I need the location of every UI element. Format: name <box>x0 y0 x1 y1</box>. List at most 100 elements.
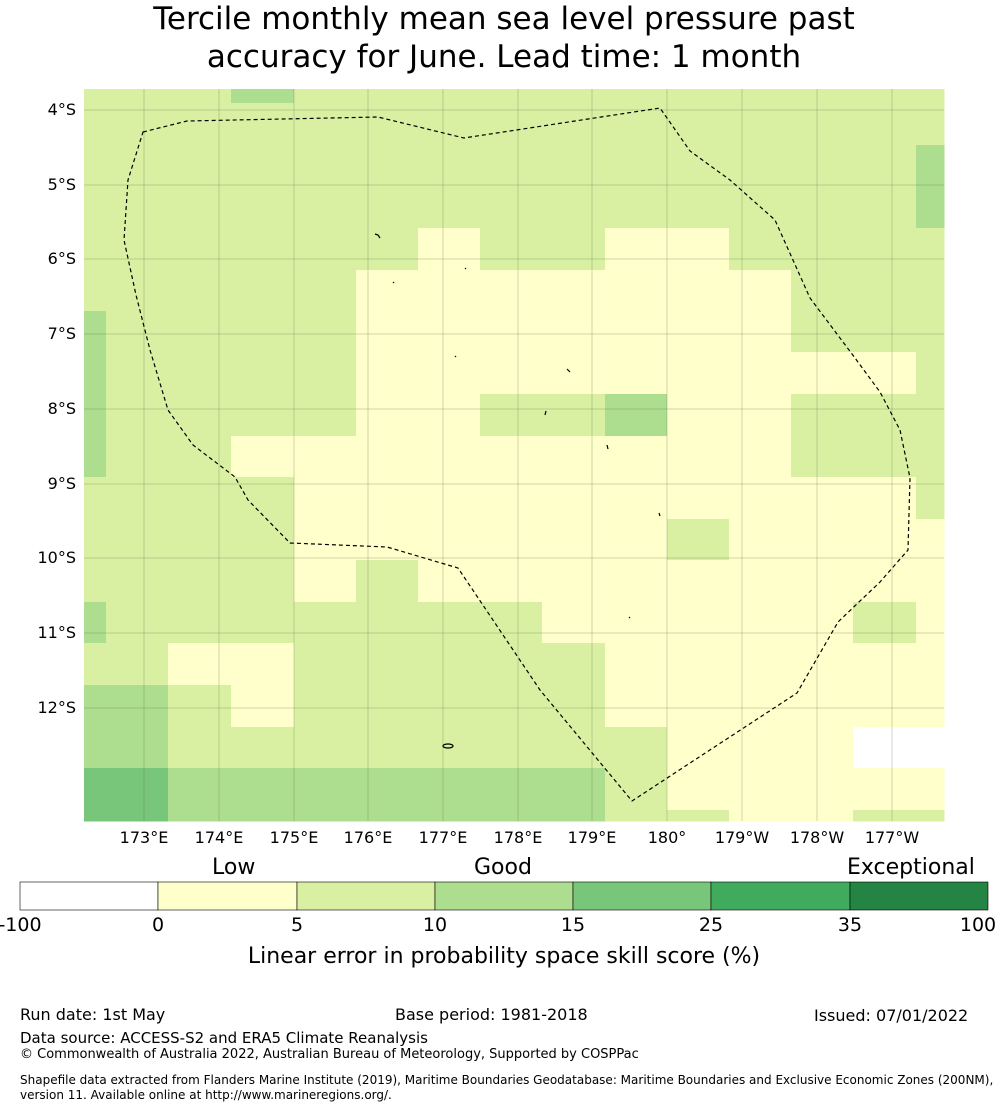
grid-cell <box>418 394 481 437</box>
grid-cell <box>231 560 295 603</box>
grid-cell <box>480 727 543 769</box>
grid-cell <box>480 311 543 353</box>
grid-cell <box>231 810 295 822</box>
grid-cell <box>853 436 917 478</box>
grid-cell <box>667 560 730 603</box>
grid-cell <box>853 602 917 644</box>
colorbar-label: Linear error in probability space skill … <box>247 944 761 969</box>
grid-cell <box>168 519 232 561</box>
grid-cell <box>542 727 606 769</box>
grid-cell <box>853 145 917 187</box>
grid-cell <box>168 352 232 395</box>
grid-cell <box>231 602 295 644</box>
grid-cell <box>791 145 854 187</box>
grid-cell <box>667 186 730 229</box>
grid-cell <box>231 685 295 728</box>
grid-cell <box>729 394 792 437</box>
lon-label: 180° <box>647 828 687 847</box>
grid-cell <box>916 810 945 822</box>
lat-label: 4°S <box>47 100 76 119</box>
grid-cell <box>605 727 668 769</box>
grid-cell <box>356 436 419 478</box>
grid-cell <box>605 89 668 104</box>
grid-cell <box>853 810 917 822</box>
grid-cell <box>729 352 792 395</box>
grid-cell <box>231 394 295 437</box>
grid-cell <box>605 768 668 811</box>
grid-cell <box>853 228 917 271</box>
grid-cell <box>294 311 357 353</box>
colorbar-segments <box>19 881 989 911</box>
grid-cell <box>542 228 606 271</box>
grid-cell <box>853 643 917 686</box>
grid-cell <box>231 311 295 353</box>
grid-cell <box>168 602 232 644</box>
category-good: Good <box>474 855 532 880</box>
colorbar-tick: 5 <box>290 914 304 936</box>
grid-cell <box>853 727 917 769</box>
grid-cell <box>916 270 945 312</box>
grid-cell <box>916 560 945 603</box>
grid-cell <box>294 89 357 104</box>
run-date: Run date: 1st May <box>20 1005 166 1024</box>
grid-cell <box>294 768 357 811</box>
grid-cell <box>231 352 295 395</box>
grid-cell <box>168 145 232 187</box>
grid-cell <box>791 311 854 353</box>
grid-cell <box>106 643 169 686</box>
grid-cell <box>418 643 481 686</box>
islands <box>374 233 661 749</box>
grid-cell <box>667 352 730 395</box>
grid-cell <box>418 602 481 644</box>
grid-cell <box>106 352 169 395</box>
grid-cell <box>480 810 543 822</box>
grid-cell <box>106 768 169 811</box>
grid-cell <box>84 560 107 603</box>
grid-cell <box>605 810 668 822</box>
grid-cell <box>916 602 945 644</box>
grid-cell <box>231 186 295 229</box>
grid-cell <box>418 436 481 478</box>
grid-cell <box>605 352 668 395</box>
grid-cell <box>418 560 481 603</box>
colorbar-tick: 35 <box>837 914 863 936</box>
grid-cell <box>916 228 945 271</box>
grid-cell <box>853 560 917 603</box>
grid-cell <box>729 228 792 271</box>
grid-cell <box>356 89 419 104</box>
grid-cell <box>916 311 945 353</box>
grid-cell <box>605 228 668 271</box>
grid-cell <box>791 810 854 822</box>
grid-cell <box>605 560 668 603</box>
colorbar-segment <box>710 881 851 911</box>
grid-cell <box>729 436 792 478</box>
grid-cell <box>168 810 232 822</box>
grid-cell <box>480 352 543 395</box>
grid-cell <box>294 519 357 561</box>
grid-cell <box>729 685 792 728</box>
grid-cell <box>791 768 854 811</box>
grid-cell <box>168 727 232 769</box>
grid-cell <box>729 270 792 312</box>
grid-cell <box>480 685 543 728</box>
lon-label: 177°W <box>864 828 920 847</box>
grid-cell <box>356 602 419 644</box>
grid-cell <box>418 519 481 561</box>
grid-cell <box>791 727 854 769</box>
grid-cell <box>729 727 792 769</box>
grid-cell <box>294 685 357 728</box>
grid-cell <box>853 311 917 353</box>
grid-cell <box>294 643 357 686</box>
grid-cell <box>542 560 606 603</box>
grid-cell <box>667 685 730 728</box>
grid-cell <box>106 270 169 312</box>
grid-cell <box>916 89 945 104</box>
grid-cell <box>106 727 169 769</box>
grid-cell <box>542 145 606 187</box>
lat-label: 9°S <box>47 474 76 493</box>
grid-cell <box>168 394 232 437</box>
grid-cell <box>791 186 854 229</box>
grid-cell <box>294 560 357 603</box>
grid-cell <box>605 394 668 437</box>
